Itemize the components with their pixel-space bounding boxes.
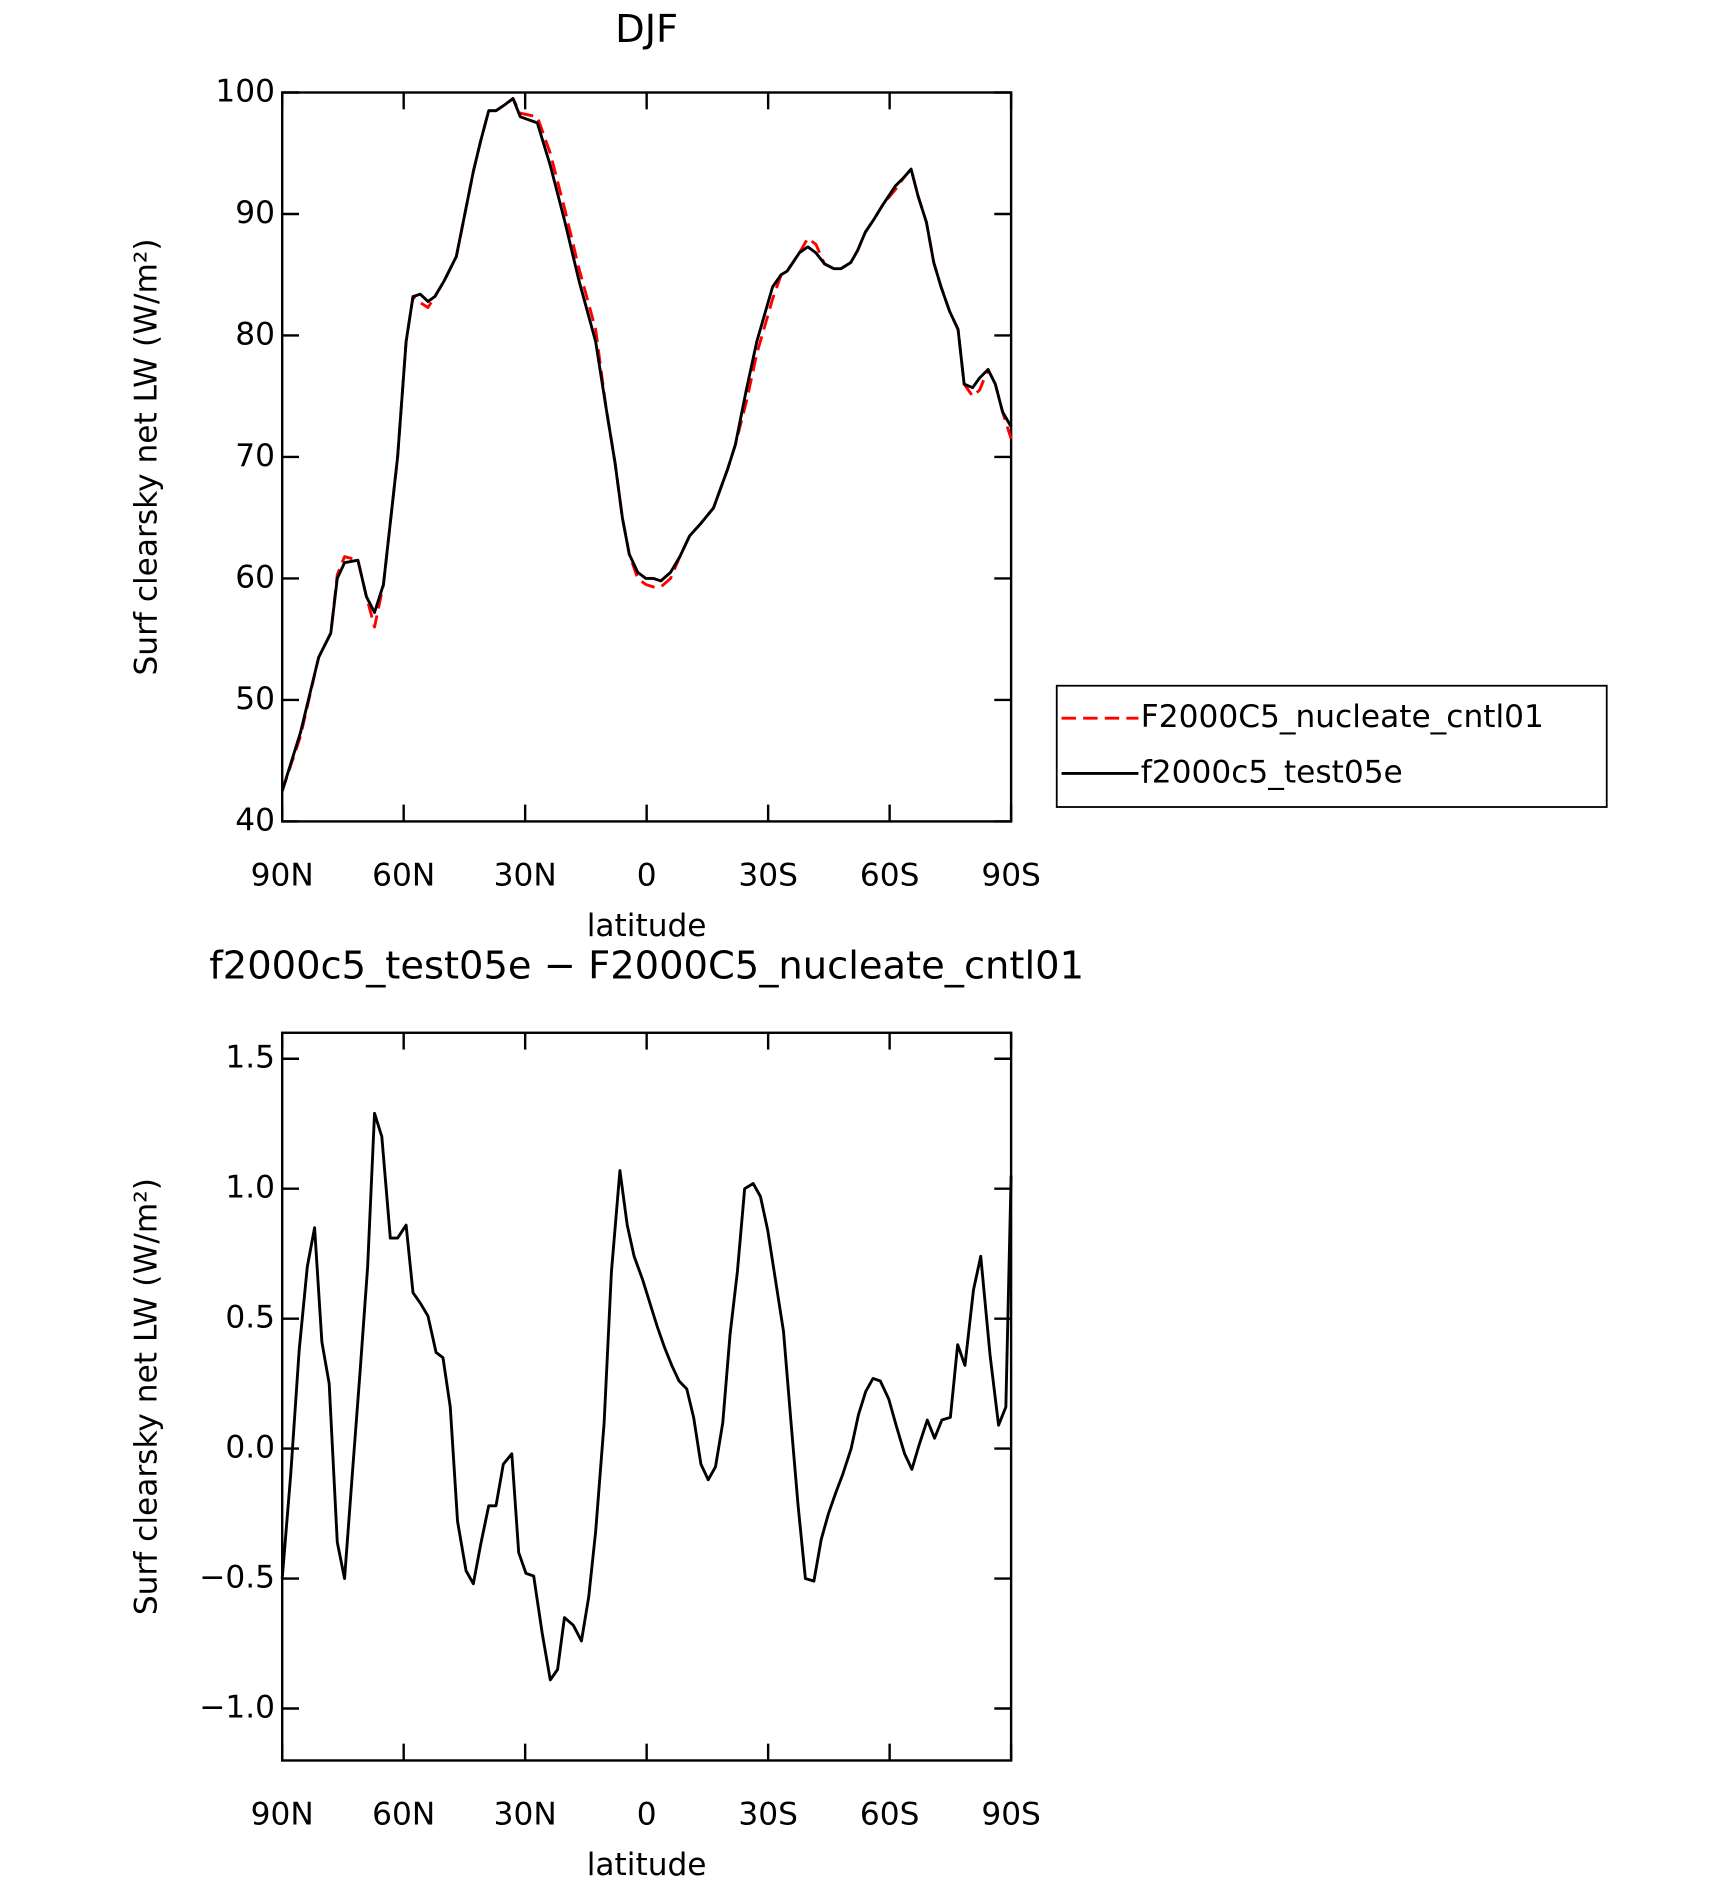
chart-title: f2000c5_test05e − F2000C5_nucleate_cntl0… bbox=[209, 943, 1084, 988]
y-axis-label: Surf clearsky net LW (W/m²) bbox=[129, 238, 165, 675]
y-tick-label: 70 bbox=[235, 438, 275, 474]
data-line bbox=[280, 97, 1013, 792]
plot-frame bbox=[280, 91, 1013, 823]
x-axis-label: latitude bbox=[587, 1847, 707, 1877]
y-tick-label: 1.5 bbox=[225, 1040, 275, 1076]
y-tick-label: 40 bbox=[235, 802, 275, 838]
data-line bbox=[280, 1111, 1013, 1682]
x-tick-label: 0 bbox=[637, 858, 657, 894]
x-tick-label: 30S bbox=[738, 1797, 798, 1833]
y-tick-label: 90 bbox=[235, 195, 275, 231]
x-tick-label: 90N bbox=[251, 1797, 314, 1833]
plot-frame bbox=[280, 1031, 1013, 1762]
y-tick-label: 50 bbox=[235, 681, 275, 717]
y-tick-label: 80 bbox=[235, 316, 275, 352]
x-tick-label: 30S bbox=[738, 858, 798, 894]
x-tick-label: 90S bbox=[981, 858, 1041, 894]
x-tick-label: 30N bbox=[494, 1797, 557, 1833]
y-tick-label: 100 bbox=[215, 74, 275, 110]
data-line bbox=[280, 97, 1013, 792]
x-tick-label: 90N bbox=[251, 858, 314, 894]
y-tick-label: −0.5 bbox=[199, 1560, 275, 1596]
x-tick-label: 60N bbox=[372, 858, 435, 894]
legend-label: F2000C5_nucleate_cntl01 bbox=[1141, 699, 1544, 735]
x-tick-label: 60S bbox=[860, 858, 920, 894]
y-tick-label: 0.5 bbox=[225, 1300, 275, 1336]
legend-label: f2000c5_test05e bbox=[1141, 754, 1403, 790]
y-tick-label: −1.0 bbox=[199, 1689, 275, 1725]
x-axis-label: latitude bbox=[587, 908, 707, 944]
y-tick-label: 0.0 bbox=[225, 1430, 275, 1466]
x-tick-label: 60S bbox=[860, 1797, 920, 1833]
x-tick-label: 90S bbox=[981, 1797, 1041, 1833]
chart-title: DJF bbox=[615, 7, 678, 52]
x-tick-label: 30N bbox=[494, 858, 557, 894]
x-tick-label: 60N bbox=[372, 1797, 435, 1833]
y-tick-label: 60 bbox=[235, 559, 275, 595]
y-tick-label: 1.0 bbox=[225, 1170, 275, 1206]
legend-box bbox=[1055, 684, 1608, 808]
y-axis-label: Surf clearsky net LW (W/m²) bbox=[129, 1178, 165, 1615]
x-tick-label: 0 bbox=[637, 1797, 657, 1833]
